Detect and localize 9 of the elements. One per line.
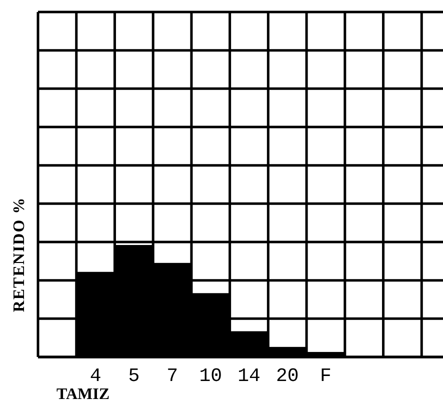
x-tick-label: F bbox=[320, 365, 332, 387]
x-tick-label: 10 bbox=[199, 365, 222, 387]
x-axis-title: TAMIZ bbox=[56, 386, 110, 403]
x-tick-label: 14 bbox=[238, 365, 260, 387]
x-tick-label: 20 bbox=[276, 365, 299, 387]
x-tick-label: 4 bbox=[90, 365, 102, 387]
x-tick-label: 7 bbox=[166, 365, 178, 387]
x-tick-label: 5 bbox=[128, 365, 140, 387]
y-axis-title: RETENIDO % bbox=[11, 196, 28, 312]
